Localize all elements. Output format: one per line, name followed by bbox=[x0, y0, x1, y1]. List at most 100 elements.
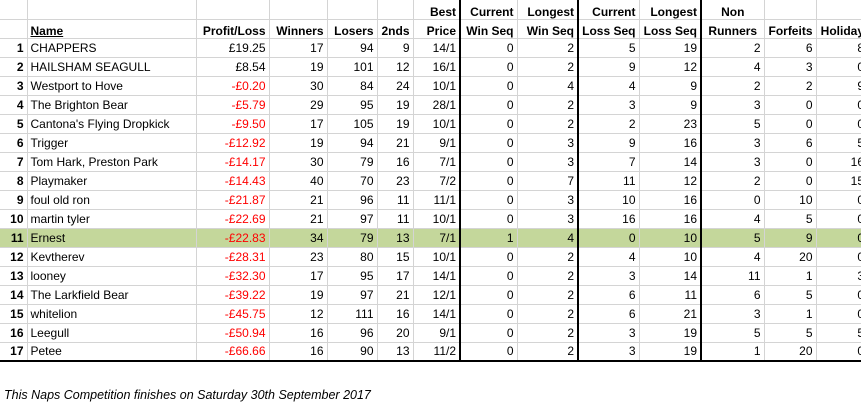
longest-win-seq-cell[interactable]: 2 bbox=[517, 95, 579, 115]
seconds-cell[interactable]: 24 bbox=[377, 76, 414, 96]
winners-cell[interactable]: 17 bbox=[269, 266, 328, 286]
holiday-cell[interactable]: 0 bbox=[816, 285, 861, 305]
losers-cell[interactable]: 94 bbox=[327, 38, 378, 58]
name-cell[interactable]: Kevtherev bbox=[27, 247, 197, 267]
holiday-cell[interactable]: 0 bbox=[816, 247, 861, 267]
longest-win-seq-cell[interactable]: 2 bbox=[517, 38, 579, 58]
forfeits-cell[interactable]: 20 bbox=[764, 247, 817, 267]
current-win-seq-cell[interactable]: 0 bbox=[460, 304, 518, 324]
losers-cell[interactable]: 94 bbox=[327, 133, 378, 153]
profit-loss-cell[interactable]: -£0.20 bbox=[196, 76, 270, 96]
holiday-cell[interactable]: 5 bbox=[816, 133, 861, 153]
position-cell[interactable]: 7 bbox=[0, 152, 28, 172]
longest-loss-seq-cell[interactable]: 19 bbox=[639, 38, 702, 58]
seconds-cell[interactable]: 19 bbox=[377, 114, 414, 134]
current-loss-seq-cell[interactable]: 9 bbox=[578, 57, 640, 77]
name-cell[interactable]: Leegull bbox=[27, 323, 197, 343]
current-win-seq-cell[interactable]: 0 bbox=[460, 209, 518, 229]
non-runners-cell[interactable]: 4 bbox=[701, 57, 765, 77]
longest-win-seq-cell[interactable]: 2 bbox=[517, 114, 579, 134]
position-cell[interactable]: 16 bbox=[0, 323, 28, 343]
losers-cell[interactable]: 96 bbox=[327, 190, 378, 210]
forfeits-cell[interactable]: 9 bbox=[764, 228, 817, 248]
seconds-cell[interactable]: 20 bbox=[377, 323, 414, 343]
non-runners-cell[interactable]: 4 bbox=[701, 209, 765, 229]
losers-cell[interactable]: 95 bbox=[327, 95, 378, 115]
header-non[interactable]: Non bbox=[701, 0, 765, 20]
longest-win-seq-cell[interactable]: 4 bbox=[517, 76, 579, 96]
best-price-cell[interactable]: 28/1 bbox=[413, 95, 461, 115]
name-cell[interactable]: Playmaker bbox=[27, 171, 197, 191]
longest-loss-seq-cell[interactable]: 12 bbox=[639, 57, 702, 77]
name-cell[interactable]: Westport to Hove bbox=[27, 76, 197, 96]
best-price-cell[interactable]: 7/1 bbox=[413, 152, 461, 172]
header-longest-win[interactable]: Longest bbox=[517, 0, 579, 20]
forfeits-cell[interactable]: 1 bbox=[764, 266, 817, 286]
holiday-cell[interactable]: 0 bbox=[816, 95, 861, 115]
current-win-seq-cell[interactable]: 0 bbox=[460, 152, 518, 172]
current-loss-seq-cell[interactable]: 2 bbox=[578, 114, 640, 134]
longest-win-seq-cell[interactable]: 4 bbox=[517, 228, 579, 248]
current-win-seq-cell[interactable]: 0 bbox=[460, 285, 518, 305]
position-cell[interactable]: 5 bbox=[0, 114, 28, 134]
longest-loss-seq-cell[interactable]: 16 bbox=[639, 190, 702, 210]
current-loss-seq-cell[interactable]: 7 bbox=[578, 152, 640, 172]
position-cell[interactable]: 15 bbox=[0, 304, 28, 324]
winners-cell[interactable]: 19 bbox=[269, 57, 328, 77]
losers-cell[interactable]: 111 bbox=[327, 304, 378, 324]
longest-win-seq-cell[interactable]: 2 bbox=[517, 57, 579, 77]
forfeits-cell[interactable]: 2 bbox=[764, 76, 817, 96]
non-runners-cell[interactable]: 4 bbox=[701, 247, 765, 267]
winners-cell[interactable]: 19 bbox=[269, 133, 328, 153]
current-win-seq-cell[interactable]: 0 bbox=[460, 247, 518, 267]
longest-loss-seq-cell[interactable]: 16 bbox=[639, 209, 702, 229]
longest-loss-seq-cell[interactable]: 23 bbox=[639, 114, 702, 134]
current-loss-seq-cell[interactable]: 10 bbox=[578, 190, 640, 210]
forfeits-cell[interactable]: 0 bbox=[764, 171, 817, 191]
best-price-cell[interactable]: 9/1 bbox=[413, 323, 461, 343]
forfeits-cell[interactable]: 0 bbox=[764, 152, 817, 172]
losers-cell[interactable]: 101 bbox=[327, 57, 378, 77]
current-loss-seq-cell[interactable]: 3 bbox=[578, 266, 640, 286]
name-cell[interactable]: CHAPPERS bbox=[27, 38, 197, 58]
table-row[interactable]: 7 Tom Hark, Preston Park -£14.17 30 79 16 7/1 0… bbox=[0, 152, 861, 172]
seconds-cell[interactable]: 19 bbox=[377, 95, 414, 115]
non-runners-cell[interactable]: 5 bbox=[701, 228, 765, 248]
position-cell[interactable]: 12 bbox=[0, 247, 28, 267]
best-price-cell[interactable]: 7/1 bbox=[413, 228, 461, 248]
header-price[interactable]: Price bbox=[413, 19, 461, 39]
longest-loss-seq-cell[interactable]: 19 bbox=[639, 323, 702, 343]
best-price-cell[interactable]: 10/1 bbox=[413, 209, 461, 229]
header-loss-seq-longest[interactable]: Loss Seq bbox=[639, 19, 702, 39]
holiday-cell[interactable]: 5 bbox=[816, 323, 861, 343]
profit-loss-cell[interactable]: -£50.94 bbox=[196, 323, 270, 343]
profit-loss-cell[interactable]: -£5.79 bbox=[196, 95, 270, 115]
forfeits-cell[interactable]: 5 bbox=[764, 285, 817, 305]
name-cell[interactable]: HAILSHAM SEAGULL bbox=[27, 57, 197, 77]
losers-cell[interactable]: 95 bbox=[327, 266, 378, 286]
non-runners-cell[interactable]: 3 bbox=[701, 152, 765, 172]
current-win-seq-cell[interactable]: 0 bbox=[460, 323, 518, 343]
seconds-cell[interactable]: 17 bbox=[377, 266, 414, 286]
current-win-seq-cell[interactable]: 0 bbox=[460, 266, 518, 286]
current-win-seq-cell[interactable]: 0 bbox=[460, 57, 518, 77]
best-price-cell[interactable]: 14/1 bbox=[413, 304, 461, 324]
non-runners-cell[interactable]: 11 bbox=[701, 266, 765, 286]
non-runners-cell[interactable]: 5 bbox=[701, 114, 765, 134]
holiday-cell[interactable]: 0 bbox=[816, 304, 861, 324]
losers-cell[interactable]: 80 bbox=[327, 247, 378, 267]
profit-loss-cell[interactable]: -£9.50 bbox=[196, 114, 270, 134]
holiday-cell[interactable]: 0 bbox=[816, 114, 861, 134]
winners-cell[interactable]: 30 bbox=[269, 152, 328, 172]
seconds-cell[interactable]: 23 bbox=[377, 171, 414, 191]
name-cell[interactable]: Ernest bbox=[27, 228, 197, 248]
longest-win-seq-cell[interactable]: 3 bbox=[517, 190, 579, 210]
winners-cell[interactable]: 16 bbox=[269, 323, 328, 343]
winners-cell[interactable]: 21 bbox=[269, 209, 328, 229]
losers-cell[interactable]: 97 bbox=[327, 209, 378, 229]
non-runners-cell[interactable]: 0 bbox=[701, 190, 765, 210]
forfeits-cell[interactable]: 0 bbox=[764, 114, 817, 134]
